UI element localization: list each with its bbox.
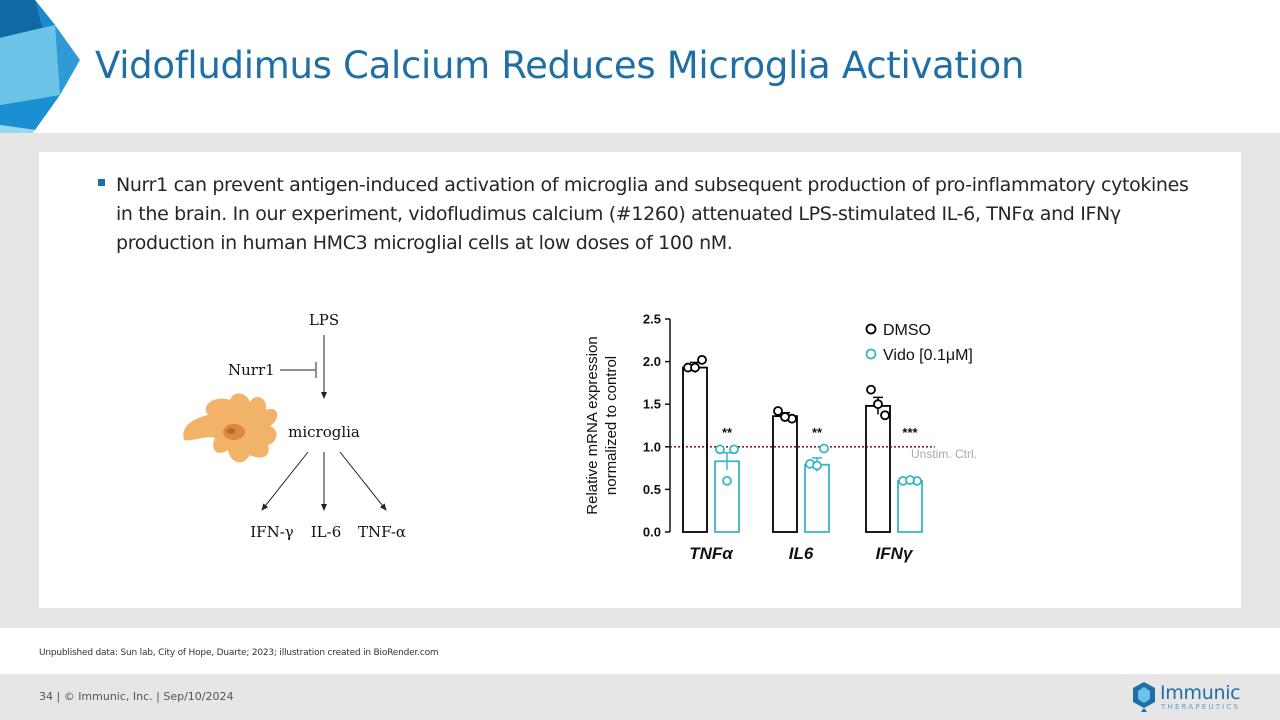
content-panel — [39, 152, 1241, 608]
output-ifng: IFN-γ — [250, 523, 294, 541]
bar-vido — [714, 460, 740, 533]
mrna-expression-chart: 0.0 0.5 1.0 1.5 2.0 2.5 Relative mRNA expressi… — [584, 312, 977, 564]
data-point — [715, 444, 725, 455]
bar-vido — [804, 463, 830, 533]
footer-text: 34 | © Immunic, Inc. | Sep/10/2024 — [39, 690, 234, 703]
y-tick-label: 2.5 — [643, 312, 661, 327]
logo-text: Immunic — [1160, 682, 1241, 704]
legend-marker — [865, 348, 877, 360]
data-point — [812, 460, 822, 471]
category-label: IL6 — [789, 544, 814, 563]
data-point — [690, 362, 700, 373]
data-point — [873, 399, 883, 410]
source-note: Unpublished data: Sun lab, City of Hope,… — [39, 648, 439, 658]
footer-bar — [0, 674, 1280, 720]
output-il6: IL-6 — [311, 523, 342, 541]
y-tick-label: 0.0 — [643, 525, 661, 540]
slide-title: Vidofludimus Calcium Reduces Microglia A… — [95, 44, 1025, 87]
bar-vido — [897, 479, 923, 533]
bullet-marker — [98, 179, 105, 186]
bullet-text: Nurr1 can prevent antigen-induced activa… — [116, 174, 1189, 254]
significance-label: ** — [812, 425, 823, 440]
data-point — [773, 406, 783, 416]
output-tnfa: TNF-α — [358, 523, 406, 541]
bar-dmso — [865, 405, 891, 533]
nurr1-label: Nurr1 — [228, 361, 275, 379]
significance-label: *** — [902, 425, 918, 440]
reference-line-label: Unstim. Ctrl. — [911, 447, 977, 461]
legend-label: Vido [0.1μM] — [883, 347, 973, 364]
tnfa-arrow — [339, 451, 387, 511]
data-point — [722, 475, 732, 486]
category-label: IFNγ — [876, 544, 914, 563]
legend-label: DMSO — [883, 322, 931, 339]
bar-dmso — [772, 415, 798, 533]
data-point — [905, 475, 915, 485]
data-point — [866, 384, 876, 395]
data-point — [880, 410, 890, 421]
y-tick-label: 1.5 — [643, 397, 661, 412]
y-axis-title: normalized to control — [603, 356, 620, 495]
microglia-cell-icon — [183, 393, 278, 463]
pathway-diagram: LPS Nurr1 microglia IFN-γ IL-6 TNF-α — [183, 311, 406, 541]
category-label: TNFα — [689, 544, 734, 563]
bar-dmso — [682, 366, 708, 533]
y-tick-label: 0.5 — [643, 482, 661, 497]
microglia-label: microglia — [288, 423, 360, 441]
y-axis-title: Relative mRNA expression — [584, 336, 601, 514]
data-point — [780, 412, 790, 422]
ifng-arrow — [261, 451, 309, 511]
y-tick-label: 2.0 — [643, 354, 661, 369]
data-point — [819, 443, 829, 454]
logo-subtext: THERAPEUTICS — [1161, 703, 1241, 711]
legend-marker — [865, 323, 877, 335]
immunic-logo-icon — [1133, 682, 1155, 712]
y-tick-label: 1.0 — [643, 439, 661, 454]
data-point — [697, 354, 707, 365]
data-point — [729, 444, 739, 455]
lps-label: LPS — [309, 311, 339, 329]
significance-label: ** — [722, 425, 733, 440]
